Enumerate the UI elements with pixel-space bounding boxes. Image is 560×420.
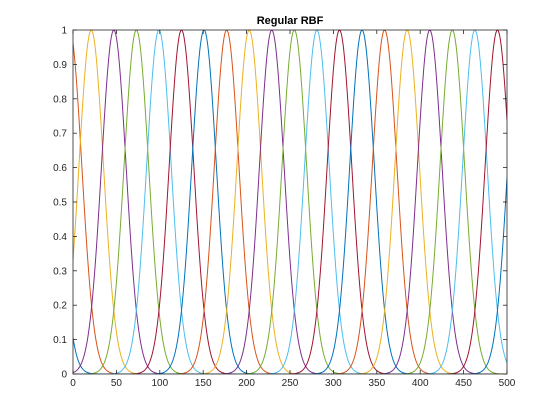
- rbf-curve-19: [73, 30, 507, 374]
- x-tick-label: 450: [455, 378, 472, 389]
- y-tick-label: 0.3: [53, 266, 67, 277]
- chart-title: Regular RBF: [257, 15, 324, 27]
- y-tick-label: 1: [61, 26, 67, 37]
- rbf-curve-12: [73, 30, 507, 374]
- x-tick-label: 350: [368, 378, 385, 389]
- y-tick-label: 0.4: [53, 232, 67, 243]
- x-tick-label: 400: [412, 378, 429, 389]
- x-tick-label: 300: [325, 378, 342, 389]
- x-tick-label: 250: [282, 378, 299, 389]
- plot-area: [73, 30, 507, 374]
- x-tick-label: 50: [111, 378, 123, 389]
- rbf-curve-7: [73, 30, 507, 374]
- rbf-curve-4: [73, 30, 507, 374]
- rbf-curve-6: [73, 30, 507, 374]
- y-tick-label: 0.8: [53, 94, 67, 105]
- y-axis: 0 0.1 0.2 0.3 0.4 0.5 0.6 0.7 0.8 0.9 1: [53, 26, 507, 381]
- rbf-curve-17: [73, 30, 507, 374]
- x-axis: 0 50 100 150 200 250 300 350 400 450 500: [70, 30, 516, 389]
- y-tick-label: 0.5: [53, 198, 67, 209]
- y-tick-label: 0.6: [53, 163, 67, 174]
- rbf-curve-18: [73, 30, 507, 374]
- y-tick-label: 0.2: [53, 301, 67, 312]
- y-tick-label: 0.7: [53, 129, 67, 140]
- x-tick-label: 0: [70, 378, 76, 389]
- rbf-curve-11: [73, 30, 507, 374]
- rbf-curve-20: [73, 30, 507, 374]
- x-tick-label: 150: [195, 378, 212, 389]
- y-tick-label: 0.9: [53, 60, 67, 71]
- y-tick-label: 0.1: [53, 335, 67, 346]
- y-tick-label: 0: [61, 370, 67, 381]
- x-tick-label: 200: [238, 378, 255, 389]
- x-tick-label: 500: [499, 378, 516, 389]
- x-tick-label: 100: [151, 378, 168, 389]
- rbf-curve-13: [73, 30, 507, 374]
- rbf-curve-5: [73, 30, 507, 374]
